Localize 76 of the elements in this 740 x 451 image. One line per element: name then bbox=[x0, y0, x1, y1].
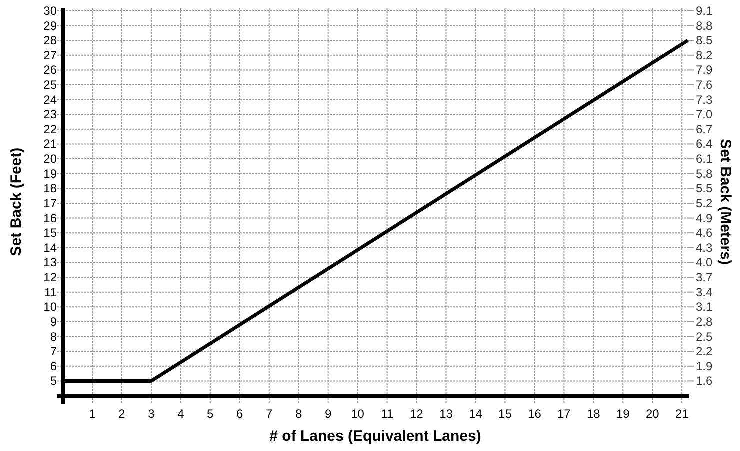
y2-tick-label: 5.2 bbox=[696, 196, 714, 210]
y2-tick-label: 3.7 bbox=[696, 270, 714, 285]
y2-tick-label: 6.1 bbox=[696, 152, 714, 166]
x-tick-label: 9 bbox=[324, 407, 332, 421]
x-tick-label: 3 bbox=[148, 407, 156, 421]
y2-tick-label: 7.0 bbox=[696, 108, 714, 122]
y2-tick-label: 1.9 bbox=[696, 359, 714, 374]
y2-tick-label: 4.3 bbox=[696, 240, 714, 255]
y-tick-label: 12 bbox=[44, 270, 58, 285]
y-tick-label: 25 bbox=[44, 78, 58, 92]
y-tick-label: 20 bbox=[44, 152, 58, 166]
y2-tick-label: 7.9 bbox=[696, 63, 714, 78]
y2-tick-label: 2.2 bbox=[696, 344, 714, 359]
y2-tick-label: 2.8 bbox=[696, 314, 714, 329]
y-tick-label: 26 bbox=[44, 63, 58, 78]
x-tick-label: 5 bbox=[207, 407, 214, 421]
y2-tick-label: 3.1 bbox=[696, 300, 714, 314]
y2-tick-label: 8.8 bbox=[696, 18, 714, 33]
x-tick-label: 18 bbox=[586, 407, 601, 421]
x-tick-label: 17 bbox=[558, 407, 572, 421]
y-tick-label: 19 bbox=[44, 166, 58, 181]
y-tick-label: 11 bbox=[44, 285, 58, 300]
y-tick-label: 15 bbox=[44, 226, 58, 240]
y-tick-label: 21 bbox=[44, 137, 58, 152]
y-tick-label: 14 bbox=[44, 240, 58, 255]
x-tick-label: 12 bbox=[410, 407, 424, 421]
y2-tick-label: 4.9 bbox=[696, 211, 714, 226]
y-tick-label: 10 bbox=[44, 300, 58, 314]
x-tick-label: 7 bbox=[266, 407, 274, 421]
x-tick-label: 2 bbox=[118, 407, 126, 421]
y2-tick-label: 7.3 bbox=[696, 92, 714, 107]
y2-tick-label: 5.8 bbox=[696, 166, 714, 181]
y-tick-label: 8 bbox=[50, 330, 58, 344]
y2-tick-label: 8.2 bbox=[696, 48, 714, 62]
y-tick-label: 16 bbox=[44, 211, 58, 226]
x-tick-label: 13 bbox=[440, 407, 454, 421]
y-tick-label: 18 bbox=[44, 182, 58, 196]
y-axis-title: Set Back (Feet) bbox=[8, 148, 25, 256]
y-tick-label: 28 bbox=[44, 34, 58, 48]
y-tick-label: 30 bbox=[44, 4, 58, 18]
y-tick-label: 24 bbox=[44, 92, 58, 107]
y-tick-label: 27 bbox=[44, 48, 58, 62]
y-tick-label: 9 bbox=[50, 314, 58, 329]
x-tick-label: 4 bbox=[178, 407, 185, 421]
x-tick-label: 21 bbox=[675, 407, 690, 421]
y2-tick-label: 7.6 bbox=[696, 78, 714, 92]
y-tick-label: 17 bbox=[44, 196, 58, 210]
y2-tick-label: 5.5 bbox=[696, 182, 714, 196]
y2-tick-label: 3.4 bbox=[696, 285, 714, 300]
y2-tick-label: 6.7 bbox=[696, 122, 714, 136]
y2-tick-label: 4.6 bbox=[696, 226, 714, 240]
y2-tick-label: 6.4 bbox=[696, 137, 714, 152]
x-axis-title: # of Lanes (Equivalent Lanes) bbox=[270, 428, 482, 445]
x-tick-label: 20 bbox=[646, 407, 660, 421]
y2-tick-label: 4.0 bbox=[696, 256, 714, 270]
y-tick-label: 5 bbox=[50, 374, 58, 388]
y-tick-label: 13 bbox=[44, 256, 58, 270]
y-tick-label: 22 bbox=[44, 122, 58, 136]
x-tick-label: 1 bbox=[89, 407, 96, 421]
y2-tick-label: 1.6 bbox=[696, 374, 714, 388]
x-tick-label: 10 bbox=[351, 407, 365, 421]
y-tick-label: 29 bbox=[44, 18, 58, 33]
y-tick-label: 23 bbox=[44, 108, 58, 122]
x-tick-label: 8 bbox=[296, 407, 303, 421]
x-tick-label: 15 bbox=[498, 407, 512, 421]
y2-tick-label: 2.5 bbox=[696, 330, 714, 344]
x-tick-label: 11 bbox=[381, 407, 394, 421]
y2-axis-title: Set Back (Meters) bbox=[717, 139, 734, 265]
x-tick-label: 6 bbox=[236, 407, 244, 421]
y2-tick-label: 8.5 bbox=[696, 34, 714, 48]
y-tick-label: 6 bbox=[50, 359, 58, 374]
x-tick-label: 19 bbox=[616, 407, 630, 421]
y2-tick-label: 9.1 bbox=[696, 4, 714, 18]
x-tick-label: 16 bbox=[528, 407, 542, 421]
y-tick-label: 7 bbox=[50, 344, 58, 359]
x-tick-label: 14 bbox=[469, 407, 483, 421]
